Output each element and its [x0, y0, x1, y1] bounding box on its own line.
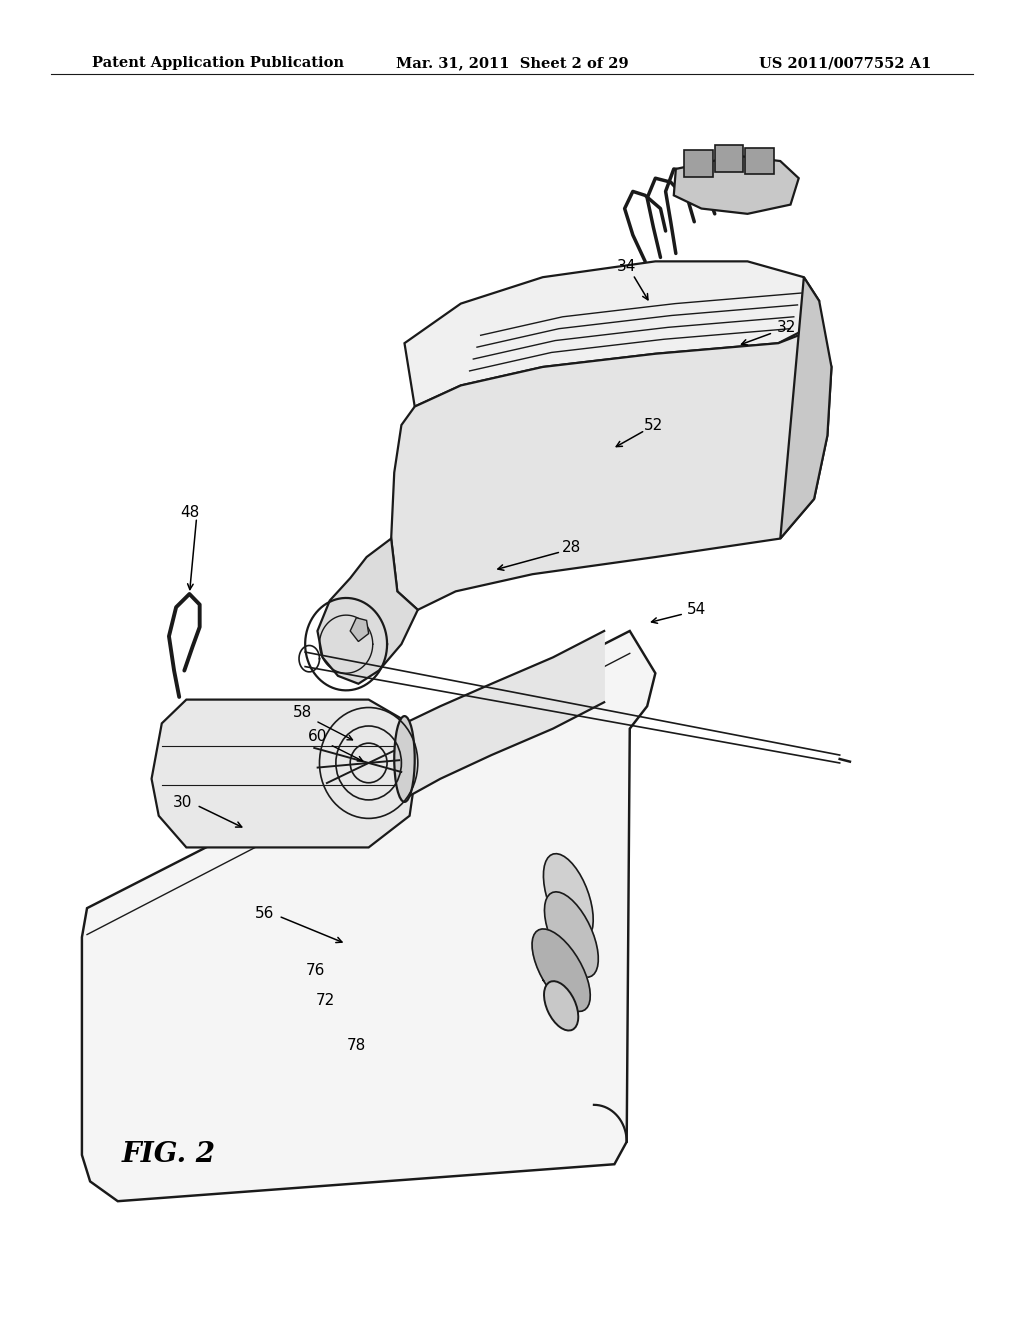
Text: 32: 32 — [777, 319, 796, 335]
Polygon shape — [152, 700, 418, 847]
Polygon shape — [532, 929, 590, 1011]
Polygon shape — [780, 277, 831, 539]
Ellipse shape — [544, 981, 579, 1031]
Text: 78: 78 — [347, 1038, 366, 1053]
Polygon shape — [544, 854, 593, 941]
Polygon shape — [674, 156, 799, 214]
Text: 58: 58 — [293, 705, 311, 721]
Polygon shape — [82, 631, 655, 1201]
Polygon shape — [545, 892, 598, 977]
Text: 54: 54 — [687, 602, 706, 618]
Text: Patent Application Publication: Patent Application Publication — [92, 57, 344, 70]
Text: 72: 72 — [316, 993, 335, 1008]
Text: 76: 76 — [306, 962, 325, 978]
Polygon shape — [317, 539, 418, 684]
Polygon shape — [745, 148, 774, 174]
Text: 34: 34 — [617, 259, 636, 275]
Text: 52: 52 — [644, 417, 663, 433]
Polygon shape — [404, 631, 604, 799]
Polygon shape — [350, 618, 369, 642]
Text: FIG. 2: FIG. 2 — [122, 1142, 216, 1168]
Text: 60: 60 — [308, 729, 327, 744]
Text: 28: 28 — [562, 540, 581, 556]
Polygon shape — [684, 150, 713, 177]
Text: 48: 48 — [180, 504, 199, 520]
Text: 30: 30 — [173, 795, 191, 810]
Ellipse shape — [394, 715, 415, 801]
Polygon shape — [715, 145, 743, 172]
Polygon shape — [391, 327, 831, 610]
Text: 56: 56 — [255, 906, 273, 921]
Text: Mar. 31, 2011  Sheet 2 of 29: Mar. 31, 2011 Sheet 2 of 29 — [395, 57, 629, 70]
Text: US 2011/0077552 A1: US 2011/0077552 A1 — [760, 57, 932, 70]
Polygon shape — [404, 261, 819, 407]
